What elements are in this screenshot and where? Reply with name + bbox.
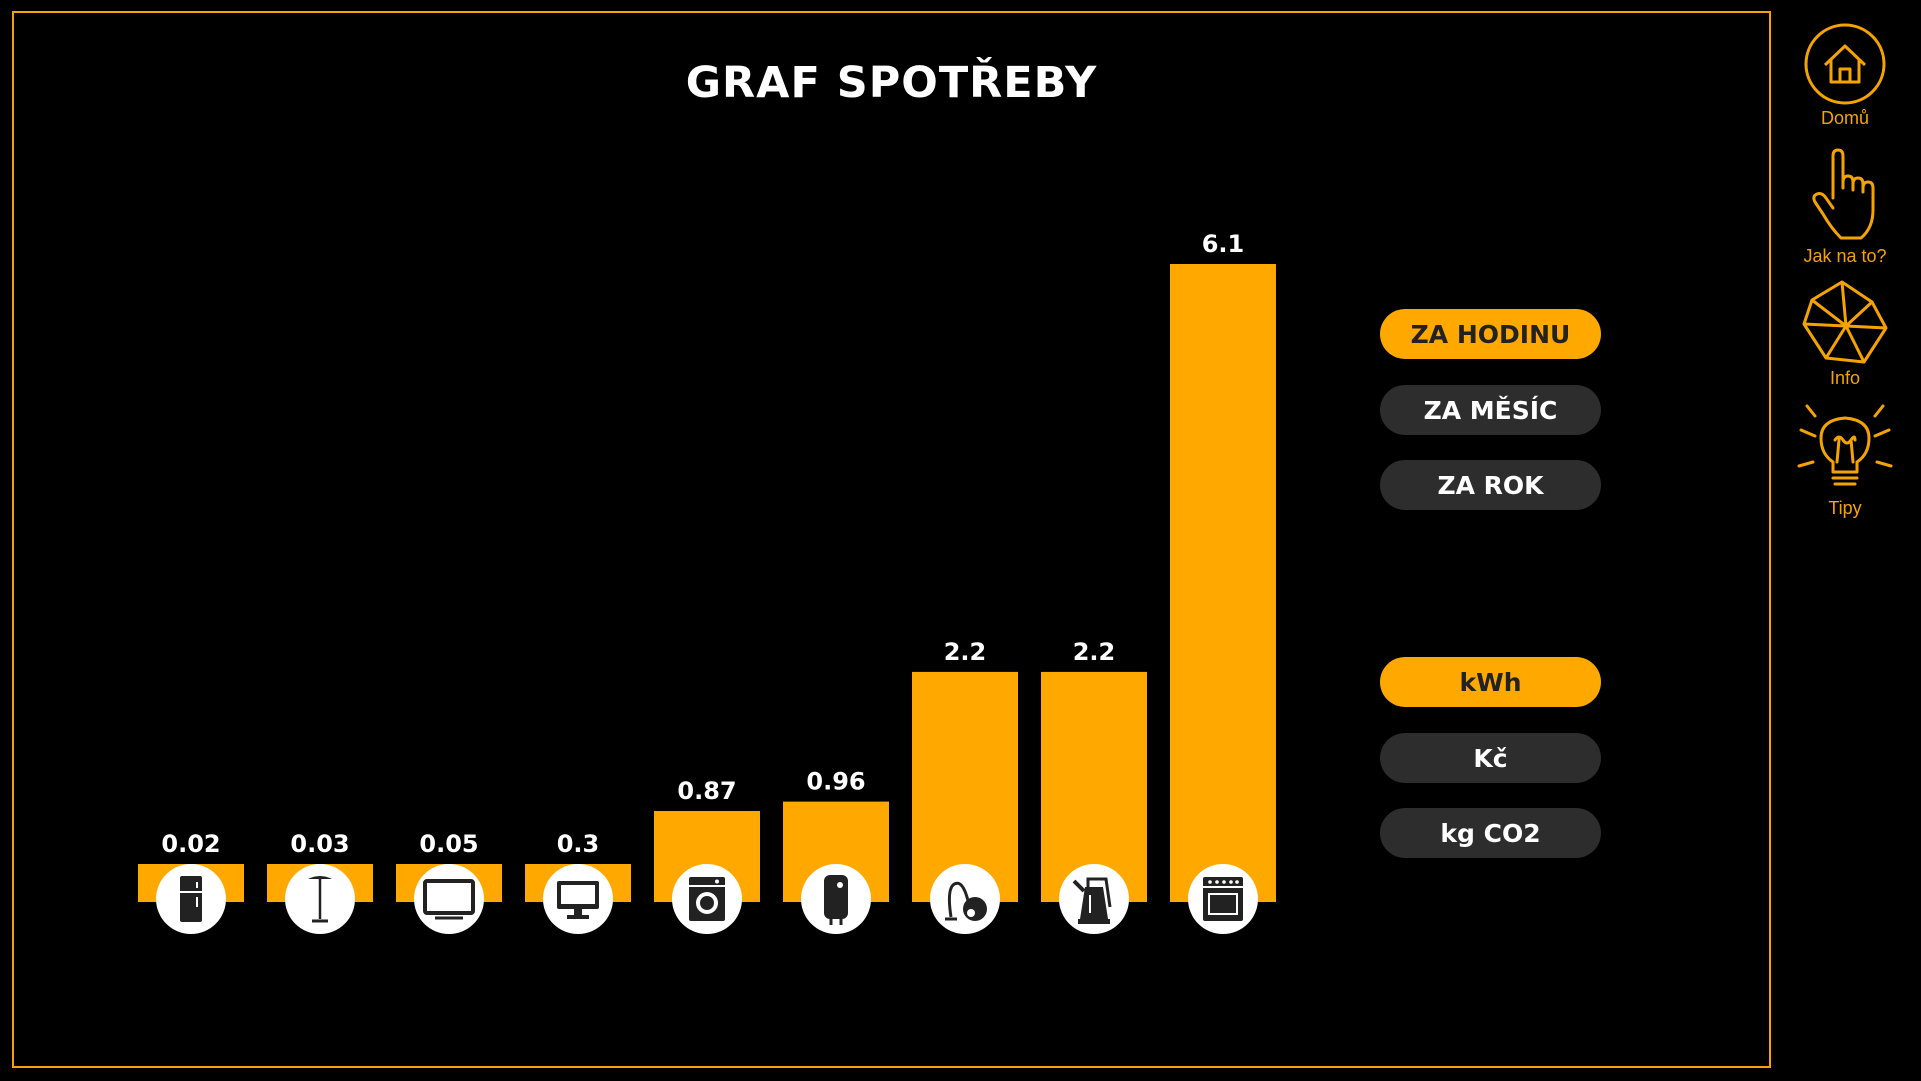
nav-tips[interactable]: Tipy	[1790, 400, 1900, 519]
unit-kwh-button[interactable]: kWh	[1380, 657, 1601, 707]
bar-value-label: 0.87	[677, 777, 736, 805]
bar-oven	[1170, 264, 1276, 902]
lightbulb-icon	[1797, 404, 1893, 486]
bar-value-label: 6.1	[1202, 230, 1245, 258]
nav-howto-label: Jak na to?	[1803, 246, 1887, 266]
unit-co2-button[interactable]: kg CO2	[1380, 808, 1601, 858]
kettle-icon	[1059, 864, 1129, 934]
nav-home-label: Domů	[1820, 108, 1869, 128]
bar-value-label: 0.02	[161, 830, 220, 858]
home-icon	[1804, 23, 1886, 105]
content-frame	[12, 11, 1771, 1068]
tv-icon	[414, 864, 484, 934]
fridge-icon	[156, 864, 226, 934]
monitor-icon	[543, 864, 613, 934]
bar-value-label: 2.2	[944, 638, 987, 666]
bar-value-label: 0.96	[806, 768, 865, 796]
period-per-month-button[interactable]: ZA MĚSÍC	[1380, 385, 1601, 435]
bar-value-label: 0.03	[290, 830, 349, 858]
vacuum-cleaner-icon	[930, 864, 1000, 934]
unit-czk-button[interactable]: Kč	[1380, 733, 1601, 783]
bar-kettle	[1041, 671, 1147, 902]
water-heater-icon	[801, 864, 871, 934]
nav-home[interactable]: Domů	[1790, 22, 1900, 129]
polyhedron-icon	[1802, 280, 1888, 364]
bar-value-label: 2.2	[1073, 638, 1116, 666]
oven-icon	[1188, 864, 1258, 934]
bar-value-label: 0.3	[557, 830, 600, 858]
period-per-hour-button[interactable]: ZA HODINU	[1380, 309, 1601, 359]
nav-howto[interactable]: Jak na to?	[1790, 148, 1900, 267]
page-title: GRAF SPOTŘEBY	[685, 58, 1098, 108]
washing-machine-icon	[672, 864, 742, 934]
floor-lamp-icon	[285, 864, 355, 934]
bar-vacuum-cleaner	[912, 671, 1018, 902]
bar-value-label: 0.05	[419, 830, 478, 858]
nav-info[interactable]: Info	[1790, 280, 1900, 389]
nav-info-label: Info	[1829, 368, 1861, 388]
period-per-year-button[interactable]: ZA ROK	[1380, 460, 1601, 510]
nav-tips-label: Tipy	[1828, 498, 1862, 518]
hand-pointer-icon	[1812, 148, 1875, 240]
